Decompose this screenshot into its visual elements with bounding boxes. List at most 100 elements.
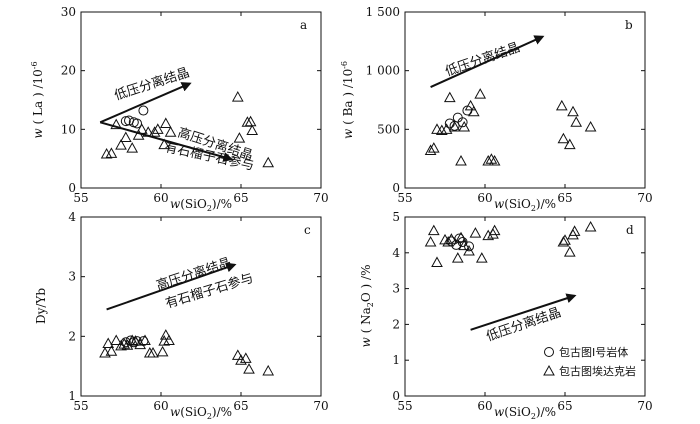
- legend-label-intrusion: 包古图Ⅰ号岩体: [559, 345, 628, 359]
- y-axis-label-d: w ( Na2O ) /%: [359, 265, 375, 348]
- data-point-triangle: [555, 99, 568, 111]
- x-tick-label: 65: [233, 399, 248, 413]
- data-point-triangle: [231, 349, 244, 360]
- data-point-triangle: [424, 236, 437, 247]
- annotation-low-pressure-d: 低压分离结晶: [484, 304, 563, 345]
- data-point-triangle: [427, 142, 440, 153]
- data-point-triangle: [563, 138, 576, 150]
- data-point-triangle: [488, 224, 501, 236]
- x-tick-label: 65: [557, 191, 572, 205]
- x-tick-label: 60: [153, 191, 168, 205]
- svg-text:w(SiO2)/%: w(SiO2)/%: [494, 197, 556, 213]
- data-point-triangle: [110, 118, 123, 130]
- y-tick-label: 0: [392, 389, 400, 403]
- data-point-triangle: [129, 335, 142, 346]
- y-tick-label: 0: [392, 181, 400, 195]
- plot-frame-c: [80, 216, 322, 397]
- svg-text:w(SiO2)/%: w(SiO2)/%: [170, 405, 232, 421]
- data-point-triangle: [458, 120, 471, 132]
- points-b: [424, 88, 597, 166]
- data-point-triangle: [455, 231, 467, 243]
- data-point-triangle: [584, 120, 597, 132]
- data-point-triangle: [440, 123, 453, 134]
- data-point-triangle: [139, 334, 151, 346]
- data-point-triangle: [485, 153, 498, 164]
- panel-a: a w ( La ) /10-6 w(SiO2)/% 55 60 65 70 0 10 20…: [30, 5, 329, 213]
- data-point-triangle: [559, 234, 571, 245]
- data-point-triangle: [469, 227, 482, 238]
- x-tick-label: 55: [73, 191, 88, 205]
- x-tick-label: 70: [637, 191, 652, 205]
- data-point-triangle: [435, 124, 448, 136]
- data-point-triangle: [159, 329, 172, 340]
- data-point-triangle: [110, 334, 123, 346]
- y-tick-label: 20: [61, 64, 76, 78]
- arrow-low-pressure-b: [430, 35, 545, 89]
- y-tick-label: 3: [68, 270, 76, 284]
- y-tick-label: 30: [61, 5, 76, 19]
- legend-label-adakite: 包古图埃达克岩: [559, 364, 636, 378]
- data-point-triangle: [243, 363, 255, 374]
- data-point-triangle: [244, 115, 257, 127]
- data-point-triangle: [455, 154, 467, 166]
- data-point-triangle: [570, 116, 583, 127]
- data-point-triangle: [126, 142, 139, 153]
- x-tick-label: 55: [73, 399, 88, 413]
- y-tick-label: 0: [68, 181, 76, 195]
- x-axis-label-c: w(SiO2)/%: [170, 405, 232, 421]
- y-tick-label: 2: [68, 329, 76, 343]
- data-point-triangle: [262, 156, 275, 168]
- panel-label-d: d: [626, 223, 634, 237]
- data-point-triangle: [126, 334, 139, 346]
- y-tick-label: 2: [392, 317, 400, 331]
- data-point-triangle: [118, 338, 131, 349]
- x-tick-label: 70: [637, 399, 652, 413]
- data-point-triangle: [445, 233, 458, 244]
- plot-frame-a: [80, 11, 322, 189]
- data-point-triangle: [148, 126, 161, 137]
- data-point-triangle: [163, 334, 175, 346]
- x-tick-label: 60: [477, 191, 492, 205]
- data-point-triangle: [474, 88, 487, 99]
- data-point-triangle: [115, 339, 127, 351]
- panel-label-a: a: [300, 18, 307, 32]
- svg-text:w(SiO2)/%: w(SiO2)/%: [170, 197, 232, 213]
- data-point-triangle: [488, 154, 501, 166]
- y-tick-label: 1 000: [366, 64, 400, 78]
- annotation-low-pressure-a: 低压分离结晶: [112, 64, 191, 103]
- data-point-triangle: [427, 224, 440, 236]
- data-point-triangle: [475, 252, 488, 263]
- data-point-triangle: [442, 236, 455, 247]
- data-point-triangle: [156, 345, 169, 357]
- data-point-circle: [132, 118, 142, 129]
- x-tick-label: 65: [233, 191, 248, 205]
- y-tick-label: 1: [392, 353, 400, 367]
- data-point-triangle: [567, 105, 579, 117]
- data-point-triangle: [451, 252, 464, 263]
- data-point-triangle: [239, 352, 252, 363]
- y-tick-label: 3: [392, 282, 400, 296]
- data-point-triangle: [105, 147, 118, 158]
- data-point-triangle: [431, 256, 443, 267]
- data-point-triangle: [563, 246, 576, 257]
- svg-text:w ( Na2O ) /%: w ( Na2O ) /%: [359, 265, 375, 348]
- plot-frame-b: [404, 11, 646, 189]
- x-axis-label-b: w(SiO2)/%: [494, 197, 556, 213]
- x-tick-label: 60: [477, 399, 492, 413]
- data-point-triangle: [584, 220, 597, 232]
- annotation-low-pressure-b: 低压分离结晶: [443, 39, 522, 80]
- svg-text:w ( La ) /10-6: w ( La ) /10-6: [30, 61, 45, 138]
- arrow-high-pressure-c: [106, 262, 237, 311]
- data-point-triangle: [235, 354, 247, 365]
- data-point-triangle: [424, 144, 437, 155]
- data-point-triangle: [557, 236, 570, 247]
- data-point-triangle: [233, 132, 246, 143]
- legend: 包古图Ⅰ号岩体 包古图埃达克岩: [543, 345, 636, 378]
- data-point-triangle: [448, 120, 461, 132]
- legend-triangle-marker: [543, 364, 555, 376]
- x-tick-label: 60: [153, 399, 168, 413]
- data-point-triangle: [151, 123, 164, 134]
- data-point-triangle: [463, 244, 475, 256]
- legend-circle-marker: [544, 347, 554, 357]
